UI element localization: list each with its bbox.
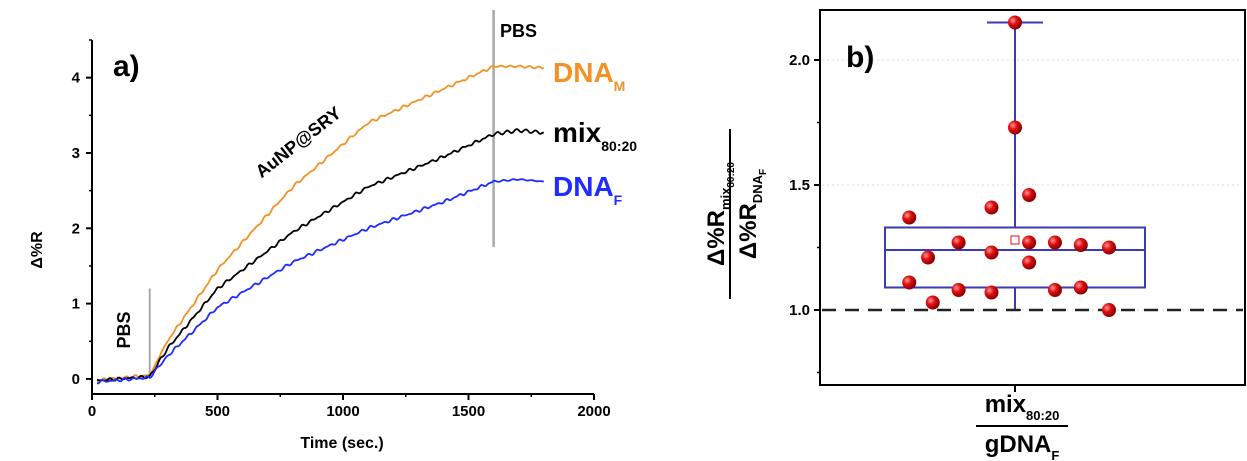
panel-b-ylabel: Δ%Rmix80:20 Δ%RDNAF [703,129,769,299]
category-denominator: gDNAF [985,431,1060,461]
panel-a-xtick-label: 2000 [577,403,610,420]
data-point [1008,120,1022,135]
series-label-dna-m: DNAM [553,57,625,94]
panel-b-label: b) [846,41,874,74]
box-iqr [884,226,1146,289]
series-label-dna-f: DNAF [553,171,623,208]
series-line-0 [96,64,545,383]
ylabel-denominator: Δ%RDNAF [735,169,769,259]
data-point [925,295,940,310]
ylabel-den-sub: DNA [750,174,765,203]
series-label-mix-main: mix [553,117,602,148]
panel-a-line-chart: Δ%R Time (sec.) a) 0 500 1000 1500 2000 0 1 2 3 4… [29,10,637,452]
category-den-main: gDNA [985,431,1052,458]
series-label-dna-m-sub: M [614,78,626,94]
panel-a-ytick-label: 0 [72,371,80,388]
panel-a-xlabel: Time (sec.) [300,435,383,452]
panel-a-ytick-label: 4 [72,70,81,87]
panel-a-ytick-label: 3 [72,145,80,162]
panel-b-points [902,15,1116,317]
panel-b-ytick-label: 1.5 [789,177,810,194]
panel-a-label: a) [113,50,140,83]
series-label-mix-sub: 80:20 [601,138,637,154]
panel-a-xtick-label: 1500 [452,403,485,420]
panel-a-ytick-label: 2 [72,220,80,237]
annotation-pbs-start: PBS [114,311,134,348]
data-point [1102,240,1116,255]
data-point [984,285,999,300]
data-point [984,245,999,260]
data-point [1022,255,1037,270]
data-point [1047,235,1062,250]
ylabel-den-main: Δ%R [735,203,762,259]
data-point [1047,283,1062,297]
category-den-sub: F [1051,448,1059,461]
ylabel-den-subsub: F [758,169,769,175]
data-point [902,210,917,225]
data-point [1102,303,1116,317]
ylabel-num-subsub: 80:20 [726,162,737,188]
category-numerator: mix80:20 [985,391,1060,423]
data-point [951,235,966,250]
panel-b-ytick-label: 1.0 [789,302,810,319]
annotation-injection: AuNP@SRY [252,103,345,182]
data-point [1073,238,1088,252]
series-label-mix: mix80:20 [553,117,637,154]
panel-b-axes: 1.0 1.5 2.0 [789,9,1246,392]
panel-b-category: mix80:20 gDNAF [976,391,1068,461]
panel-a-xtick-label: 1000 [326,403,359,420]
annotation-pbs-end: PBS [500,21,537,41]
ylabel-num-main: Δ%R [703,210,730,266]
ylabel-numerator: Δ%Rmix80:20 [703,162,737,266]
data-point [1008,15,1022,30]
data-point [951,283,966,297]
panel-a-ylabel: Δ%R [29,231,46,269]
panel-b-frame [819,9,1246,386]
panel-a-xtick-label: 500 [205,403,230,420]
data-point [1022,235,1037,250]
box-mean-marker [1010,235,1020,245]
series-label-dna-f-sub: F [614,192,623,208]
category-num-sub: 80:20 [1026,408,1059,423]
panel-a-series [96,64,545,385]
panel-b-ytick-label: 2.0 [789,52,810,69]
panel-a-axes: 0 500 1000 1500 2000 0 1 2 3 4 [72,10,611,420]
data-point [1073,280,1088,295]
series-line-2 [97,178,544,385]
data-point [902,275,917,290]
data-point [921,250,936,265]
data-point [984,200,999,215]
data-point [1022,188,1037,202]
series-label-dna-m-main: DNA [553,57,614,88]
panel-a-ytick-label: 1 [72,296,80,313]
series-line-1 [96,128,544,382]
panel-b-box-chart: 1.01.52.0 b) Δ%Rmix80:20 Δ%RDNAF mix80:2… [703,9,1246,461]
category-num-main: mix [985,391,1027,418]
panel-a-xtick-label: 0 [88,403,96,420]
series-label-dna-f-main: DNA [553,171,614,202]
